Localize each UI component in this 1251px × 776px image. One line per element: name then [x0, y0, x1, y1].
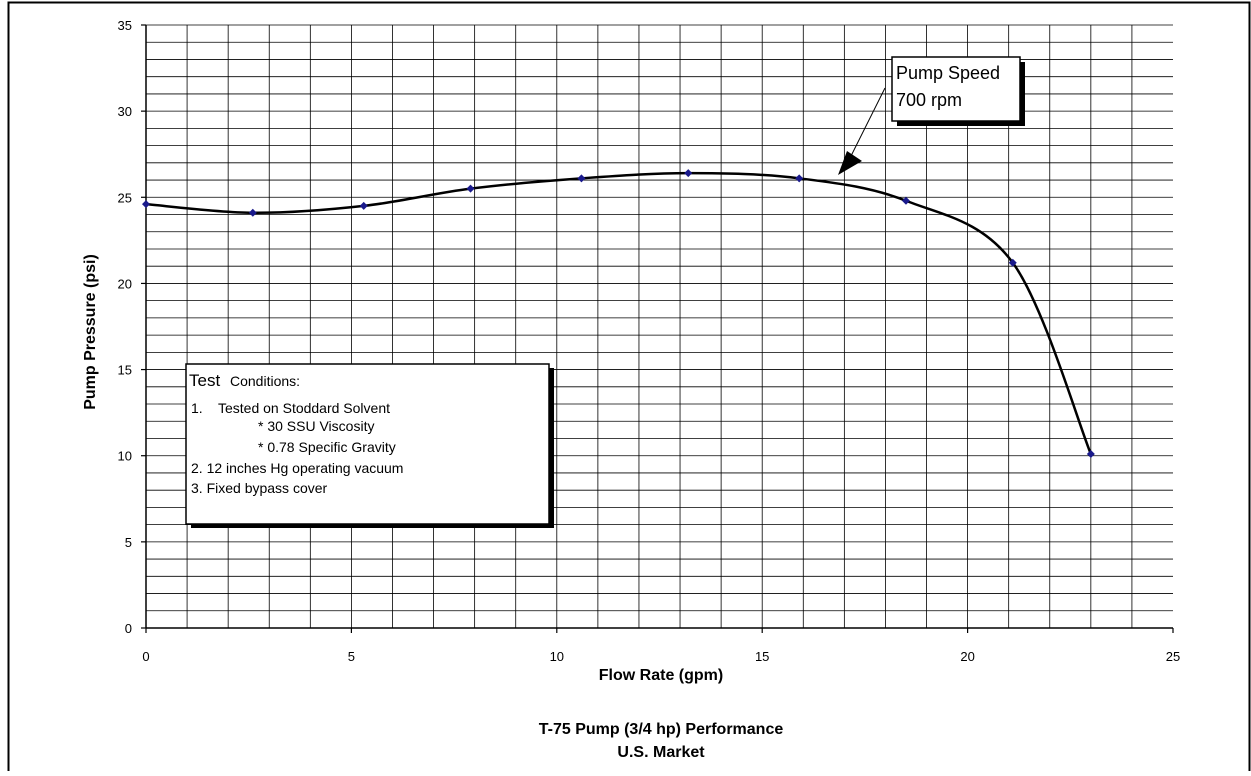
y-tick-label: 10 [118, 449, 132, 464]
x-tick-label: 0 [142, 649, 149, 664]
conditions-item-1-num: 1. [191, 400, 203, 416]
test-conditions-box: Test Conditions: 1. Tested on Stoddard S… [185, 363, 554, 528]
data-point [248, 208, 257, 217]
chart-subtitle: U.S. Market [617, 744, 705, 761]
callout-line-1: Pump Speed [896, 63, 1000, 83]
data-point [577, 174, 586, 183]
x-tick-labels: 0 5 10 15 20 25 [142, 649, 1180, 664]
y-tick-label: 30 [118, 104, 132, 119]
y-tick-label: 5 [125, 535, 132, 550]
data-point [142, 200, 150, 209]
pump-speed-callout: Pump Speed 700 rpm [838, 56, 1025, 175]
conditions-frame [185, 363, 550, 525]
callout-arrowhead [838, 151, 862, 175]
x-axis-title: Flow Rate (gpm) [599, 667, 723, 684]
data-point [1086, 449, 1095, 458]
x-tick-label: 15 [755, 649, 769, 664]
y-tick-label: 0 [125, 621, 132, 636]
fit-curve [145, 171, 1092, 455]
conditions-item-1a: * 30 SSU Viscosity [258, 418, 374, 434]
y-tick-label: 20 [118, 276, 132, 291]
callout-leader [847, 87, 886, 163]
data-point [1008, 258, 1017, 267]
data-point [466, 184, 475, 193]
conditions-heading-b: Conditions: [230, 373, 300, 389]
x-tick-label: 25 [1166, 649, 1180, 664]
data-point [359, 201, 368, 210]
conditions-heading-a: Test [189, 371, 220, 390]
data-point [795, 174, 804, 183]
y-tick-label: 25 [118, 190, 132, 205]
conditions-item-1: Tested on Stoddard Solvent [218, 400, 390, 416]
conditions-item-3: 3. Fixed bypass cover [191, 480, 328, 496]
data-point [684, 169, 693, 178]
x-tick-label: 20 [960, 649, 974, 664]
conditions-item-1b: * 0.78 Specific Gravity [258, 439, 396, 455]
y-tick-label: 15 [118, 363, 132, 378]
y-tick-labels: 0 5 10 15 20 25 30 35 [118, 18, 132, 636]
y-tick-label: 35 [118, 18, 132, 33]
conditions-item-2: 2. 12 inches Hg operating vacuum [191, 460, 403, 476]
data-point [901, 196, 910, 205]
page-frame [7, 1, 1251, 771]
axes [141, 24, 1174, 633]
data-points [142, 169, 1095, 458]
chart-title: T-75 Pump (3/4 hp) Performance [539, 721, 784, 738]
callout-line-2: 700 rpm [896, 90, 962, 110]
y-axis-title: Pump Pressure (psi) [82, 254, 99, 410]
callout-box [891, 56, 1021, 122]
series-line [145, 171, 1092, 455]
x-tick-label: 5 [348, 649, 355, 664]
x-tick-label: 10 [550, 649, 564, 664]
